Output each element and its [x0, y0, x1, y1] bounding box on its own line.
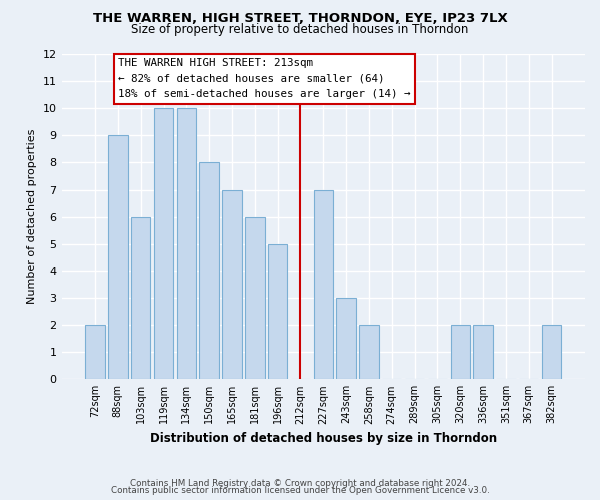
- Bar: [131, 216, 151, 380]
- Bar: [176, 108, 196, 380]
- Bar: [473, 325, 493, 380]
- Bar: [85, 325, 105, 380]
- Text: THE WARREN HIGH STREET: 213sqm
← 82% of detached houses are smaller (64)
18% of : THE WARREN HIGH STREET: 213sqm ← 82% of …: [118, 58, 410, 100]
- Bar: [337, 298, 356, 380]
- Text: Contains HM Land Registry data © Crown copyright and database right 2024.: Contains HM Land Registry data © Crown c…: [130, 478, 470, 488]
- Bar: [108, 136, 128, 380]
- Bar: [222, 190, 242, 380]
- Bar: [542, 325, 561, 380]
- Bar: [245, 216, 265, 380]
- Text: Size of property relative to detached houses in Thorndon: Size of property relative to detached ho…: [131, 22, 469, 36]
- Y-axis label: Number of detached properties: Number of detached properties: [27, 129, 37, 304]
- Bar: [199, 162, 219, 380]
- Text: THE WARREN, HIGH STREET, THORNDON, EYE, IP23 7LX: THE WARREN, HIGH STREET, THORNDON, EYE, …: [92, 12, 508, 26]
- Bar: [154, 108, 173, 380]
- X-axis label: Distribution of detached houses by size in Thorndon: Distribution of detached houses by size …: [150, 432, 497, 445]
- Bar: [268, 244, 287, 380]
- Bar: [451, 325, 470, 380]
- Bar: [314, 190, 333, 380]
- Text: Contains public sector information licensed under the Open Government Licence v3: Contains public sector information licen…: [110, 486, 490, 495]
- Bar: [359, 325, 379, 380]
